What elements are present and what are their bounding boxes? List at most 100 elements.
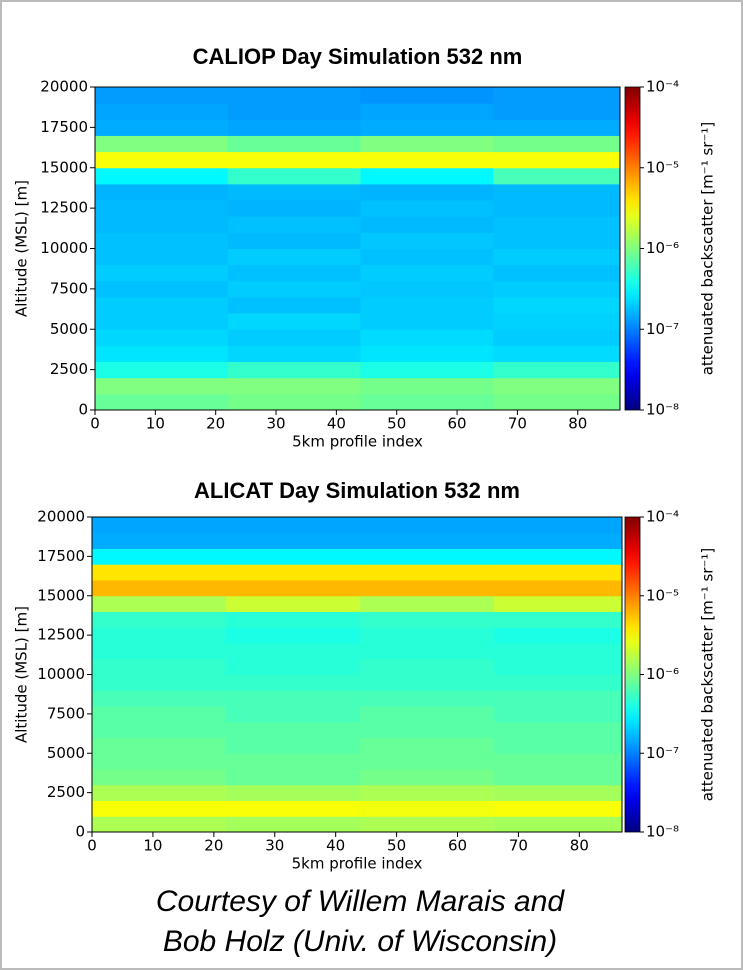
heatmap-cell [360, 737, 495, 754]
colorbar [624, 86, 641, 411]
heatmap-cell [95, 183, 229, 201]
heatmap-cell [95, 377, 229, 395]
x-tick-label: 20 [204, 837, 223, 855]
heatmap-cell [494, 769, 623, 786]
heatmap-cell [95, 216, 229, 233]
colorbar-tick-label: 10⁻⁷ [646, 744, 679, 762]
heatmap-cell [493, 151, 621, 169]
y-tick-label: 7500 [47, 704, 85, 722]
y-tick-label: 17500 [40, 118, 88, 136]
x-tick-label: 0 [87, 837, 97, 855]
heatmap-cell [494, 816, 623, 833]
heatmap-cell [494, 737, 623, 754]
heatmap-cell [95, 280, 229, 298]
heatmap-cell [226, 721, 361, 738]
heatmap-cell [360, 103, 494, 120]
heatmap-cell [227, 119, 362, 136]
heatmap-cell [360, 690, 495, 707]
heatmap-cell [226, 532, 361, 549]
heatmap-cell [226, 737, 361, 754]
chart-title: CALIOP Day Simulation 532 nm [193, 44, 523, 69]
x-tick-label: 50 [387, 837, 406, 855]
heatmap-cell [360, 517, 495, 534]
heatmap-cell [493, 296, 621, 314]
y-tick-label: 15000 [37, 586, 85, 604]
heatmap-cell [92, 658, 227, 675]
colorbar-tick-label: 10⁻⁷ [646, 320, 679, 338]
heatmap-cell [92, 548, 227, 565]
heatmap-cell [92, 580, 227, 597]
heatmap-cell [92, 643, 227, 660]
y-tick-label: 2500 [47, 783, 85, 801]
heatmap-cell [226, 658, 361, 675]
heatmap-cell [493, 313, 621, 330]
heatmap-cell [92, 674, 227, 691]
heatmap-cell [494, 721, 623, 738]
heatmap-cell [92, 769, 227, 786]
heatmap-cell [95, 361, 229, 379]
x-tick-label: 30 [265, 837, 284, 855]
heatmap-cell [494, 706, 623, 723]
heatmap-cell [227, 103, 362, 120]
heatmap-cell [95, 151, 229, 169]
colorbar [624, 516, 641, 833]
heatmap-cell [95, 248, 229, 266]
heatmap-cell [226, 595, 361, 612]
heatmap-cell [360, 135, 494, 153]
heatmap-cell [493, 183, 621, 201]
heatmap-cell [360, 800, 495, 817]
y-tick-label: 20000 [37, 508, 85, 526]
x-tick-label: 60 [448, 837, 467, 855]
heatmap-cell [227, 377, 362, 395]
x-tick-label: 40 [326, 837, 345, 855]
heatmap-cell [95, 135, 229, 153]
heatmap-cell [494, 674, 623, 691]
heatmap-cell [493, 87, 621, 104]
heatmap-cell [95, 296, 229, 314]
heatmap-cell [493, 393, 621, 411]
heatmap-cell [226, 643, 361, 660]
y-axis-label: Altitude (MSL) [m] [13, 180, 31, 317]
y-tick-label: 10000 [40, 239, 88, 257]
y-tick-label: 10000 [37, 665, 85, 683]
colorbar-tick-label: 10⁻⁴ [646, 508, 679, 526]
y-tick-label: 5000 [47, 744, 85, 762]
heatmap-cell [92, 532, 227, 549]
heatmap-cell [360, 643, 495, 660]
x-axis-label: 5km profile index [292, 433, 423, 451]
heatmap-cell [493, 216, 621, 233]
heatmap-cell [227, 329, 362, 346]
heatmap-cell [360, 769, 495, 786]
heatmap-cell [493, 264, 621, 282]
heatmap-cell [226, 769, 361, 786]
heatmap-cell [360, 345, 494, 363]
heatmap-cell [227, 232, 362, 249]
heatmap-cell [360, 216, 494, 233]
heatmap-cell [227, 313, 362, 330]
heatmap-cell [92, 595, 227, 612]
heatmap-cell [493, 135, 621, 153]
heatmap-cell [493, 248, 621, 266]
heatmap-cell [92, 784, 227, 801]
heatmap-cell [227, 248, 362, 266]
x-tick-label: 40 [327, 415, 346, 433]
heatmap-cell [360, 721, 495, 738]
heatmap-cell [360, 784, 495, 801]
heatmap-cell [360, 183, 494, 201]
y-tick-label: 17500 [37, 547, 85, 565]
heatmap-cell [92, 706, 227, 723]
heatmap-cell [360, 232, 494, 249]
heatmap-cell [494, 784, 623, 801]
heatmap-cell [92, 800, 227, 817]
heatmap-cell [226, 674, 361, 691]
heatmap-cell [360, 753, 495, 770]
heatmap-cell [92, 627, 227, 644]
heatmap-cell [493, 167, 621, 185]
colorbar-label: attenuated backscatter [m⁻¹ sr⁻¹] [699, 122, 717, 376]
heatmap-cell [494, 611, 623, 628]
colorbar-tick-label: 10⁻⁸ [646, 823, 679, 841]
heatmap-cell [493, 119, 621, 136]
x-tick-label: 70 [508, 415, 527, 433]
heatmap-cell [360, 548, 495, 565]
y-tick-label: 0 [78, 401, 88, 419]
